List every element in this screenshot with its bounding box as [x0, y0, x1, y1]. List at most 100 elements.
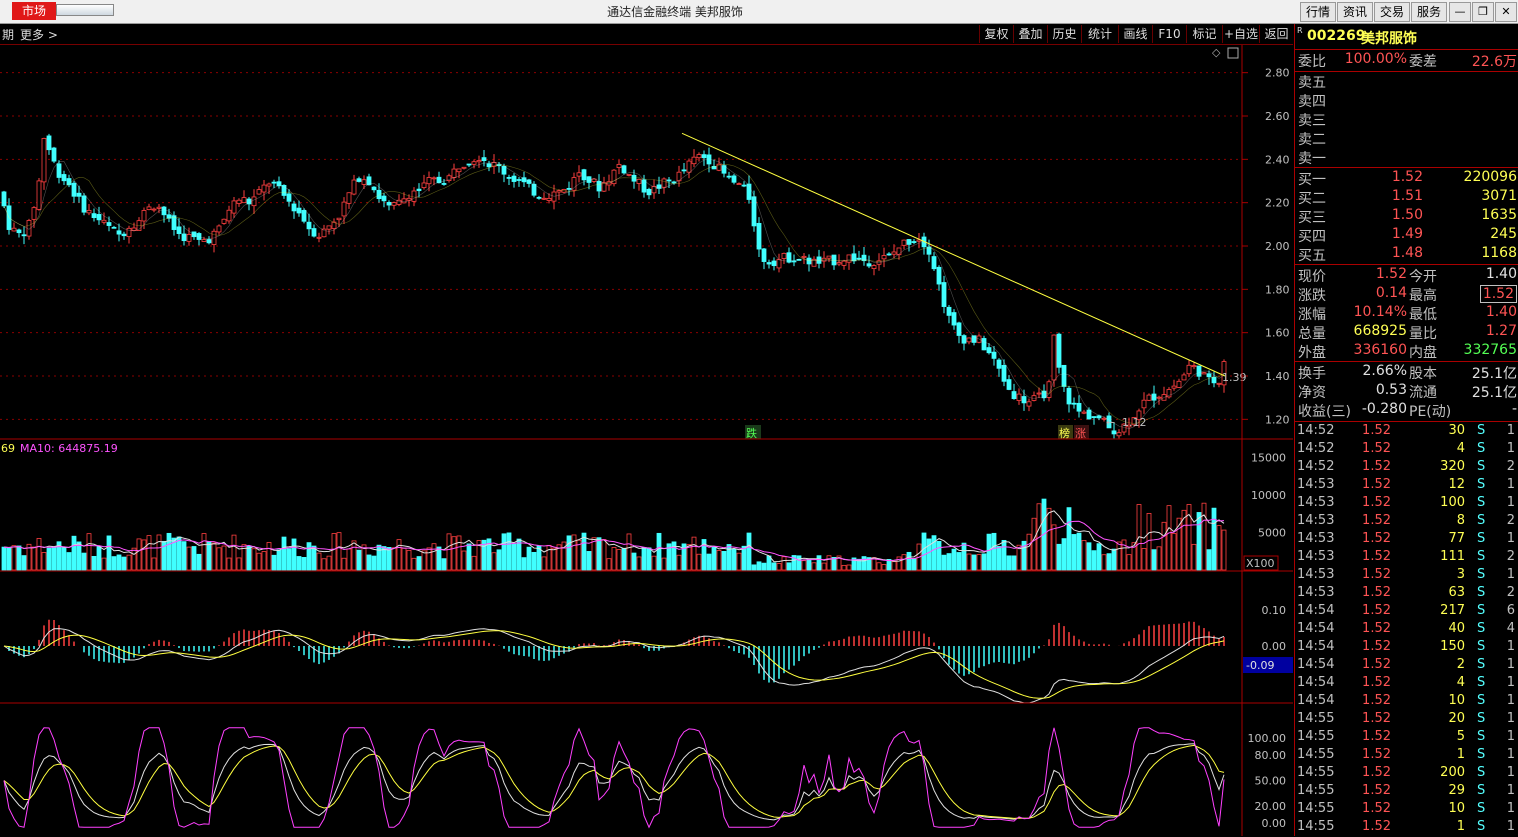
candle-body — [681, 169, 687, 172]
candle-body — [1131, 417, 1137, 426]
candle-body — [871, 265, 877, 270]
volume-bar — [246, 545, 252, 571]
trade-volume: 4 — [1456, 441, 1465, 456]
trade-row: 14:53 1.52 63 S 2 — [1295, 585, 1518, 603]
volume-bar — [446, 533, 452, 571]
volume-bar — [216, 547, 222, 571]
fuquan-button[interactable]: 复权 — [979, 25, 1013, 43]
volume-bar — [251, 548, 257, 571]
overlay-button[interactable]: 叠加 — [1013, 25, 1047, 43]
menu-jiaoyi-button[interactable]: 交易 — [1374, 2, 1410, 22]
volume-bar — [196, 553, 202, 571]
market-tab[interactable]: 市场 — [12, 2, 57, 20]
candle-body — [886, 253, 892, 256]
quote-stat-row: 涨幅 10.14% 最低 1.40 — [1295, 304, 1518, 323]
candle-body — [541, 197, 547, 200]
buy-level-row[interactable]: 买五 1.48 1168 — [1295, 245, 1518, 264]
volume-bar — [416, 556, 422, 571]
stat-value: 332765 — [1463, 342, 1517, 358]
menu-fuwu-button[interactable]: 服务 — [1411, 2, 1447, 22]
trade-count: 2 — [1506, 459, 1515, 474]
candle-body — [131, 227, 137, 231]
volume-bar — [791, 555, 797, 571]
trade-side: S — [1477, 495, 1486, 510]
close-icon[interactable]: ✕ — [1495, 2, 1517, 22]
kline-chart[interactable]: 2.80 2.60 2.40 2.20 2.00 1.80 1.60 1.40 1.20 1.3… — [0, 45, 1293, 836]
volume-bar — [421, 550, 427, 571]
candle-body — [1056, 333, 1062, 368]
more-menu[interactable]: 更多 > — [20, 28, 58, 42]
candle-body — [1146, 394, 1152, 401]
volume-bar — [801, 560, 807, 571]
volume-bar — [831, 557, 837, 571]
buy-level-row[interactable]: 买四 1.49 245 — [1295, 226, 1518, 245]
statistics-button[interactable]: 统计 — [1081, 25, 1118, 43]
mark-button[interactable]: 标记 — [1186, 25, 1222, 43]
candle-body — [1031, 395, 1037, 401]
candle-body — [596, 181, 602, 192]
candle-body — [31, 207, 37, 220]
volume-bar — [881, 564, 887, 571]
candle-body — [801, 255, 807, 258]
candle-body — [716, 163, 722, 171]
menu-hangqing-button[interactable]: 行情 — [1300, 2, 1336, 22]
volume-bar — [711, 546, 717, 571]
candle-body — [841, 260, 847, 266]
add-watchlist-button[interactable]: +自选 — [1222, 25, 1259, 43]
trade-volume: 30 — [1448, 423, 1465, 438]
volume-bar — [886, 558, 892, 571]
panel-toggle-icon[interactable] — [1227, 47, 1239, 59]
stat-label: 总量 — [1298, 326, 1326, 342]
low-price-note: 1.12 — [1122, 416, 1147, 429]
candle-body — [341, 201, 347, 217]
history-button[interactable]: 历史 — [1047, 25, 1081, 43]
candle-body — [926, 246, 932, 255]
buy-level-row[interactable]: 买三 1.50 1635 — [1295, 207, 1518, 226]
stat-label: 涨跌 — [1298, 288, 1326, 304]
chart-toolbar: 期 更多 > 复权 叠加 历史 统计 画线 F10 标记 +自选 返回 — [0, 24, 1293, 45]
candle-body — [966, 337, 972, 343]
volume-bar — [226, 557, 232, 571]
bang-marker: 榜 — [1059, 426, 1070, 440]
volume-bar — [396, 539, 402, 571]
volume-bar — [301, 557, 307, 571]
price-ma5-line — [3, 158, 1225, 430]
window-title: 通达信金融终端 美邦服饰 — [607, 5, 743, 19]
candle-body — [1001, 364, 1007, 382]
candle-body — [1151, 393, 1157, 401]
volume-bar — [641, 547, 647, 571]
draw-line-button[interactable]: 画线 — [1118, 25, 1152, 43]
candle-body — [1156, 396, 1162, 399]
trade-row: 14:54 1.52 217 S 6 — [1295, 603, 1518, 621]
candle-body — [276, 181, 282, 187]
stat-label: 净资 — [1298, 385, 1326, 401]
volume-bar — [31, 546, 37, 571]
volume-bar — [491, 552, 497, 571]
trade-side: S — [1477, 801, 1486, 816]
volume-bar — [1031, 517, 1037, 571]
candle-body — [111, 226, 117, 229]
candle-body — [516, 179, 522, 181]
buy-level-row[interactable]: 买二 1.51 3071 — [1295, 188, 1518, 207]
trade-count: 1 — [1506, 441, 1515, 456]
candle-body — [846, 254, 852, 263]
volume-bar — [116, 554, 122, 571]
volume-bar — [366, 554, 372, 571]
candle-body — [901, 239, 907, 246]
candle-body — [976, 335, 982, 343]
diamond-icon[interactable]: ◇ — [1212, 46, 1221, 59]
candle-body — [26, 220, 32, 237]
minimize-icon[interactable]: — — [1449, 2, 1471, 22]
menu-zixun-button[interactable]: 资讯 — [1337, 2, 1373, 22]
buy-level-row[interactable]: 买一 1.52 220096 — [1295, 169, 1518, 188]
candle-body — [751, 196, 757, 227]
back-button[interactable]: 返回 — [1259, 25, 1293, 43]
candle-body — [246, 198, 252, 205]
trade-price: 1.52 — [1362, 621, 1391, 636]
candle-body — [256, 189, 262, 195]
volume-bar — [566, 535, 572, 571]
f10-button[interactable]: F10 — [1152, 25, 1186, 43]
restore-icon[interactable]: ❐ — [1472, 2, 1494, 22]
volume-bar — [906, 551, 912, 571]
period-label[interactable]: 期 — [2, 28, 15, 42]
